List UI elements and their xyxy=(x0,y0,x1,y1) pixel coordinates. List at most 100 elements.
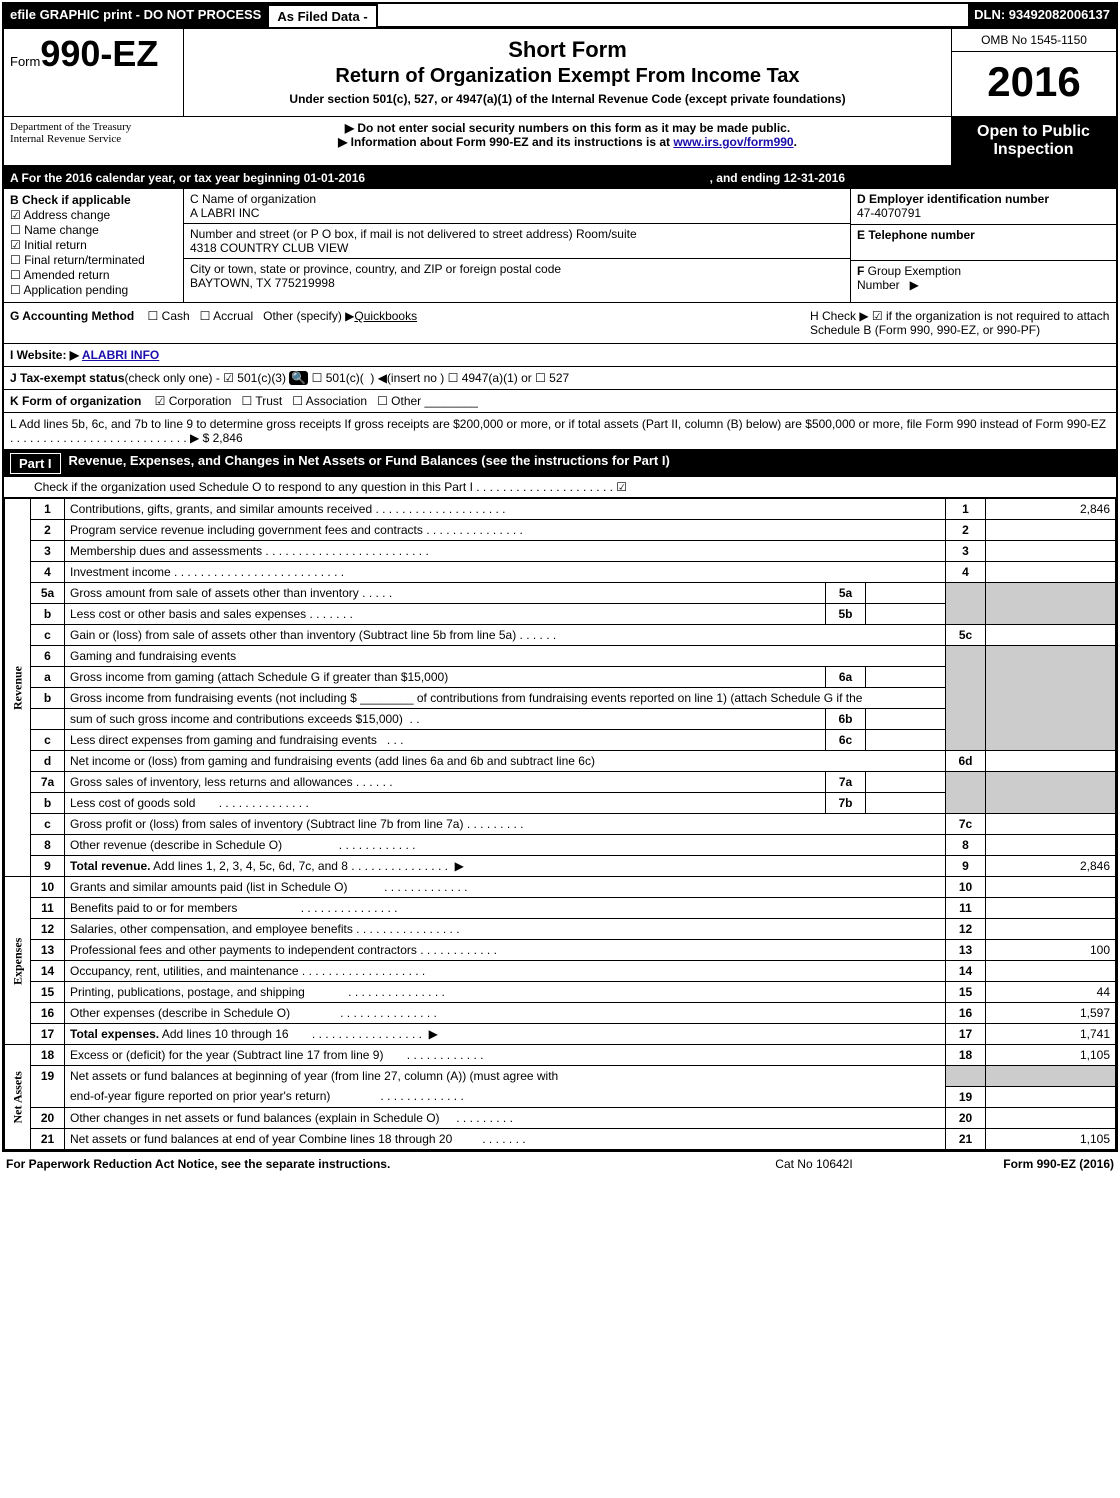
ln-14-num: 14 xyxy=(31,961,65,982)
side-expenses: Expenses xyxy=(5,877,31,1045)
ln-8-desc: Other revenue (describe in Schedule O) .… xyxy=(65,835,946,856)
ln-5b-desc: Less cost or other basis and sales expen… xyxy=(65,604,826,625)
ln-6d-no: 6d xyxy=(946,751,986,772)
ln-7a-sub: 7a xyxy=(826,772,866,793)
h-text: H Check ▶ ☑ if the organization is not r… xyxy=(810,309,1110,337)
ln-1-num: 1 xyxy=(31,499,65,520)
section-a-text: A For the 2016 calendar year, or tax yea… xyxy=(4,169,371,187)
k-assoc: Association xyxy=(306,394,367,408)
open-public-badge: Open to Public Inspection xyxy=(951,117,1116,165)
ln-5b-sub: 5b xyxy=(826,604,866,625)
ln-7b-subval xyxy=(866,793,946,814)
ln-20-val xyxy=(986,1107,1116,1128)
ln-6c-num: c xyxy=(31,730,65,751)
ln-6a-desc: Gross income from gaming (attach Schedul… xyxy=(65,667,826,688)
irs-link[interactable]: www.irs.gov/form990 xyxy=(673,135,793,149)
grey-19v xyxy=(986,1066,1116,1087)
ln-4-val xyxy=(986,562,1116,583)
ln-5a-subval xyxy=(866,583,946,604)
ln-1-val: 2,846 xyxy=(986,499,1116,520)
ln-16-no: 16 xyxy=(946,1003,986,1024)
grey-6 xyxy=(946,646,986,751)
dept-center: ▶ Do not enter social security numbers o… xyxy=(184,117,951,165)
part1-sub: Check if the organization used Schedule … xyxy=(4,477,1116,498)
ln-6c-subval xyxy=(866,730,946,751)
ln-16-num: 16 xyxy=(31,1003,65,1024)
c-name-label: C Name of organization xyxy=(190,192,844,206)
ln-7a-subval xyxy=(866,772,946,793)
grey-7v xyxy=(986,772,1116,814)
side-revenue: Revenue xyxy=(5,499,31,877)
ln-7a-num: 7a xyxy=(31,772,65,793)
ln-6b-sub: 6b xyxy=(826,709,866,730)
section-a-ending: , and ending 12-31-2016 xyxy=(704,169,851,187)
c-city-cell: City or town, state or province, country… xyxy=(184,259,850,293)
ln-12-num: 12 xyxy=(31,919,65,940)
cb-final[interactable]: ☐ Final return/terminated xyxy=(10,253,177,267)
open-public: Open to Public xyxy=(955,123,1112,141)
ln-21-num: 21 xyxy=(31,1128,65,1149)
ln-10-val xyxy=(986,877,1116,898)
part1-header: Part I Revenue, Expenses, and Changes in… xyxy=(4,450,1116,477)
g-label: G Accounting Method xyxy=(10,309,134,323)
col-def: D Employer identification number 47-4070… xyxy=(851,189,1116,302)
dln-label: DLN: 93492082006137 xyxy=(968,4,1116,29)
ln-4-num: 4 xyxy=(31,562,65,583)
ln-7c-num: c xyxy=(31,814,65,835)
ein-value: 47-4070791 xyxy=(857,206,1110,220)
k-other: Other xyxy=(391,394,421,408)
ln-20-num: 20 xyxy=(31,1107,65,1128)
g-left: G Accounting Method ☐ Cash ☐ Accrual Oth… xyxy=(10,309,810,337)
spacer xyxy=(378,4,968,26)
ln-13-val: 100 xyxy=(986,940,1116,961)
ln-14-desc: Occupancy, rent, utilities, and maintena… xyxy=(65,961,946,982)
ln-5c-num: c xyxy=(31,625,65,646)
irs-label: Internal Revenue Service xyxy=(10,133,178,145)
efile-label: efile GRAPHIC print - DO NOT PROCESS xyxy=(4,4,267,29)
c-street-cell: Number and street (or P O box, if mail i… xyxy=(184,224,850,259)
cb-address[interactable]: ☑ Address change xyxy=(10,208,177,222)
org-name: A LABRI INC xyxy=(190,206,844,220)
warning-2: ▶ Information about Form 990-EZ and its … xyxy=(188,135,947,149)
ln-5c-no: 5c xyxy=(946,625,986,646)
header-left: Form990-EZ xyxy=(4,29,184,116)
c-street-label: Number and street (or P O box, if mail i… xyxy=(190,227,844,241)
ln-17-val: 1,741 xyxy=(986,1024,1116,1045)
ln-2-no: 2 xyxy=(946,520,986,541)
ln-19a-desc: Net assets or fund balances at beginning… xyxy=(65,1066,946,1087)
row-l: L Add lines 5b, 6c, and 7b to line 9 to … xyxy=(4,413,1116,450)
ln-6c-desc: Less direct expenses from gaming and fun… xyxy=(65,730,826,751)
ln-5a-num: 5a xyxy=(31,583,65,604)
cb-amended[interactable]: ☐ Amended return xyxy=(10,268,177,282)
ln-6b-subval xyxy=(866,709,946,730)
ln-15-desc: Printing, publications, postage, and shi… xyxy=(65,982,946,1003)
ln-18-num: 18 xyxy=(31,1045,65,1066)
ln-3-desc: Membership dues and assessments . . . . … xyxy=(65,541,946,562)
website-link[interactable]: ALABRI INFO xyxy=(82,348,159,362)
k-corp: Corporation xyxy=(169,394,232,408)
col-c: C Name of organization A LABRI INC Numbe… xyxy=(184,189,851,302)
ln-8-num: 8 xyxy=(31,835,65,856)
ln-21-desc: Net assets or fund balances at end of ye… xyxy=(65,1128,946,1149)
form-990ez: efile GRAPHIC print - DO NOT PROCESS As … xyxy=(2,2,1118,1152)
b-label: B Check if applicable xyxy=(10,193,177,207)
ln-4-no: 4 xyxy=(946,562,986,583)
ln-6d-desc: Net income or (loss) from gaming and fun… xyxy=(65,751,946,772)
cb-name[interactable]: ☐ Name change xyxy=(10,223,177,237)
ln-10-desc: Grants and similar amounts paid (list in… xyxy=(65,877,946,898)
ln-6a-num: a xyxy=(31,667,65,688)
inspection: Inspection xyxy=(955,141,1112,159)
cb-pending[interactable]: ☐ Application pending xyxy=(10,283,177,297)
ln-15-val: 44 xyxy=(986,982,1116,1003)
col-b: B Check if applicable ☑ Address change ☐… xyxy=(4,189,184,302)
header-right: OMB No 1545-1150 2016 xyxy=(951,29,1116,116)
k-trust: Trust xyxy=(255,394,282,408)
ln-15-no: 15 xyxy=(946,982,986,1003)
grey-5v xyxy=(986,583,1116,625)
d-cell: D Employer identification number 47-4070… xyxy=(851,189,1116,225)
ln-17-num: 17 xyxy=(31,1024,65,1045)
ln-5c-desc: Gain or (loss) from sale of assets other… xyxy=(65,625,946,646)
cb-initial[interactable]: ☑ Initial return xyxy=(10,238,177,252)
k-label: K Form of organization xyxy=(10,394,141,408)
ln-6d-val xyxy=(986,751,1116,772)
